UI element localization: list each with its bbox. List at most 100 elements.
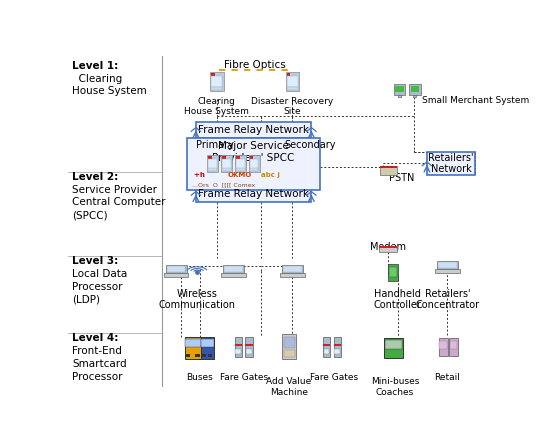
Text: Add Value
Machine: Add Value Machine [267,377,312,396]
Text: House System: House System [72,87,147,97]
Bar [201,337,214,359]
Text: Wireless
Communication: Wireless Communication [159,289,236,310]
Bar [246,349,252,354]
Bar [185,337,201,359]
Text: Level 1:: Level 1: [72,61,118,71]
Text: PSTN: PSTN [389,173,415,183]
Bar [385,340,402,349]
Text: Primary: Primary [196,140,234,149]
Bar [282,334,296,359]
Bar [236,156,240,159]
Text: Smartcard: Smartcard [72,359,127,369]
Text: Local Data: Local Data [72,269,127,279]
Bar [334,349,340,354]
Text: Mini-buses
Coaches: Mini-buses Coaches [371,377,419,396]
Text: Small Merchant System: Small Merchant System [422,96,529,105]
Bar [235,349,241,354]
Bar [409,84,421,94]
Bar [287,76,298,87]
Bar [235,337,242,357]
Bar [379,246,397,248]
Bar [207,155,218,172]
Bar [438,338,448,356]
Text: Clearing
House System: Clearing House System [184,97,249,116]
Text: (SPCC): (SPCC) [72,210,107,220]
Text: Level 3:: Level 3: [72,256,118,266]
Bar [380,166,397,175]
Bar [322,344,330,346]
Bar [186,354,190,357]
Bar [235,344,242,346]
Bar [286,72,299,91]
Bar [246,337,253,357]
Text: Front-End: Front-End [72,346,122,356]
Bar [196,354,199,357]
Bar [440,341,447,349]
Bar [282,265,303,273]
Bar [334,337,341,357]
Bar [249,155,260,172]
Text: Secondary: Secondary [284,140,335,149]
Text: Modem: Modem [370,242,406,252]
Bar [236,168,244,171]
Text: abc j: abc j [261,172,280,178]
FancyBboxPatch shape [196,122,311,138]
FancyBboxPatch shape [188,138,320,191]
Bar [388,264,398,281]
Text: Processor: Processor [72,372,122,382]
Bar [211,73,215,76]
Bar [283,350,295,357]
Bar [246,344,253,346]
Text: Retailers'
Concentrator: Retailers' Concentrator [415,289,480,310]
Bar [334,344,341,346]
Bar [438,262,457,267]
Bar [185,339,201,347]
Bar [449,341,457,349]
Bar [235,155,246,172]
Text: Disaster Recovery
Site: Disaster Recovery Site [251,97,334,116]
Bar [211,87,222,90]
Bar [222,273,246,277]
Bar [224,267,243,272]
Bar [250,156,254,159]
Bar [380,166,397,168]
Bar [222,168,231,171]
Text: Handheld
Controller: Handheld Controller [374,289,422,310]
Bar [379,246,397,252]
Bar [164,273,188,277]
Bar [398,94,401,97]
Bar [208,354,212,357]
Bar [410,86,419,93]
Bar [167,267,185,272]
Bar [280,273,305,277]
Text: Level 2:: Level 2: [72,172,118,182]
Text: Buses: Buses [186,373,212,382]
Bar [223,265,244,273]
Bar [287,87,298,90]
Text: Fare Gates: Fare Gates [309,373,358,382]
Bar [250,159,259,169]
Bar [449,338,458,356]
Text: Service Provider: Service Provider [72,185,157,194]
Text: Central Computer: Central Computer [72,198,165,208]
Bar [437,261,458,269]
Bar [222,156,225,159]
FancyBboxPatch shape [427,152,475,175]
Text: Frame Relay Network: Frame Relay Network [198,189,309,199]
Bar [209,168,217,171]
Bar [250,168,259,171]
Bar [287,73,291,76]
Bar [283,336,295,348]
Text: OKMO: OKMO [228,172,251,178]
Bar [222,159,231,169]
Text: Level 4:: Level 4: [72,333,118,343]
Text: Processor: Processor [72,281,122,291]
Bar [211,76,222,87]
Bar [384,338,403,358]
Bar [435,269,460,273]
Bar [201,339,214,347]
Bar [209,159,217,169]
Bar [389,267,397,277]
Bar [236,159,244,169]
Bar [221,155,232,172]
